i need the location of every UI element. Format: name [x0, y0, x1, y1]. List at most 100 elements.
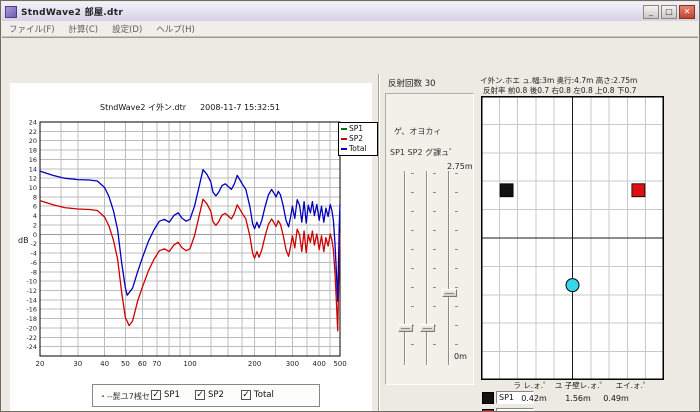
panel-divider [378, 74, 380, 411]
svg-text:-2: -2 [31, 240, 37, 248]
frequency-response-chart: 24 22 20 18 16 14 12 10 8 6 4 2 0 -2 -4 -6 -8 -10 -12 -14 -1… [10, 83, 378, 411]
legend-item-total: Total [341, 144, 375, 154]
minimize-button[interactable]: _ [643, 4, 659, 19]
legend-label: Total [349, 144, 367, 153]
checkbox-label: SP2 [208, 390, 224, 400]
room-dimensions-label: イ外ン.ホエ ュ.幅:3m 奥行:4.7m 高さ:2.75m [480, 76, 638, 85]
svg-text:12: 12 [29, 175, 37, 183]
svg-text:100: 100 [183, 360, 196, 368]
svg-text:30: 30 [73, 360, 82, 368]
svg-text:4: 4 [33, 212, 37, 220]
svg-text:200: 200 [248, 360, 261, 368]
checkbox-label: SP1 [164, 390, 180, 400]
svg-text:-16: -16 [26, 306, 37, 314]
legend-dash-icon [341, 138, 347, 140]
svg-text:6: 6 [33, 203, 37, 211]
svg-text:-4: -4 [31, 250, 37, 258]
checkbox-checked-icon[interactable]: ✓ [241, 390, 251, 400]
toggle-sp2[interactable]: ✓ SP2 [195, 390, 224, 400]
listener-slider-thumb[interactable] [442, 288, 457, 297]
legend-item-sp2: SP2 [341, 134, 375, 144]
sp2-slider-thumb[interactable] [420, 323, 435, 332]
menu-item-settings[interactable]: 設定(D) [112, 24, 143, 35]
menu-bar: ファイル(F) 計算(C) 設定(D) ヘルプ(H) [2, 21, 698, 37]
sp1-height-value: 0.49m [603, 394, 629, 403]
sp1-name-field[interactable]: SP1 [496, 391, 534, 404]
svg-text:20: 20 [29, 137, 37, 145]
svg-text:18: 18 [29, 147, 37, 155]
svg-text:StndWave2 イ外ン.dtr: StndWave2 イ外ン.dtr [100, 102, 187, 112]
svg-text:500: 500 [333, 360, 346, 368]
checkbox-checked-icon[interactable]: ✓ [151, 390, 161, 400]
toggle-group-label: ・--髭ユ7桟セ [99, 392, 150, 401]
slider-ticks [411, 173, 414, 363]
legend-dash-icon [341, 148, 347, 150]
svg-text:8: 8 [33, 193, 37, 201]
chart-canvas: 242220181614121086420-2-4-6-8-10-12-14-1… [18, 102, 347, 368]
menu-item-file[interactable]: ファイル(F) [9, 24, 55, 35]
listener-height-slider[interactable] [448, 171, 450, 365]
sp1-front-value: 1.56m [565, 394, 591, 403]
slider-hint-1: ゲ、オヨカィ [394, 127, 442, 136]
sp1-height-slider[interactable] [404, 171, 406, 365]
checkbox-checked-icon[interactable]: ✓ [195, 390, 205, 400]
svg-text:-22: -22 [26, 334, 37, 342]
svg-text:24: 24 [29, 119, 37, 127]
svg-text:400: 400 [313, 360, 326, 368]
svg-text:-12: -12 [26, 287, 37, 295]
reflection-count-label: 反射回数 30 [388, 79, 436, 89]
listener-marker[interactable] [565, 278, 580, 293]
svg-text:20: 20 [36, 360, 45, 368]
scale-min-label: 0m [454, 352, 467, 361]
curve-toggle-groupbox: ・--髭ユ7桟セ ✓ SP1 ✓ SP2 ✓ Total [92, 384, 320, 407]
maximize-button[interactable]: □ [661, 4, 677, 19]
sp2-marker[interactable] [631, 183, 646, 198]
toggle-total[interactable]: ✓ Total [241, 390, 274, 400]
svg-text:-6: -6 [31, 259, 37, 267]
sp1-left-value: 0.42m [521, 394, 547, 403]
chart-legend: SP1 SP2 Total [338, 122, 378, 156]
scale-max-label: 2.75m [447, 162, 473, 171]
legend-label: SP1 [349, 124, 364, 133]
title-bar: StndWave2 部屋.dtr _ □ ✕ [2, 2, 698, 21]
svg-text:10: 10 [29, 184, 37, 192]
sp1-marker[interactable] [499, 183, 514, 198]
svg-text:dB: dB [18, 236, 29, 245]
svg-text:22: 22 [29, 128, 37, 136]
sp2-height-slider[interactable] [426, 171, 428, 365]
checkbox-label: Total [254, 390, 274, 400]
sp1-swatch [482, 392, 494, 404]
svg-text:40: 40 [100, 360, 109, 368]
table-header-front-wall: ユ 子壁レ.ォ.゜ [554, 381, 608, 390]
svg-text:2008-11-7 15:32:51: 2008-11-7 15:32:51 [200, 103, 280, 112]
svg-text:-18: -18 [26, 315, 37, 323]
svg-text:-14: -14 [26, 296, 37, 304]
height-slider-groupbox: ゲ、オヨカィ SP1 SP2 グ課ュ゛ 2.75m 0m [385, 93, 474, 385]
svg-text:2: 2 [33, 221, 37, 229]
window-title: StndWave2 部屋.dtr [21, 8, 124, 18]
slider-hint-2: SP1 SP2 グ課ュ゛ [390, 148, 458, 157]
svg-text:70: 70 [152, 360, 161, 368]
svg-text:50: 50 [121, 360, 130, 368]
menu-item-help[interactable]: ヘルプ(H) [156, 24, 195, 35]
sp2-swatch [482, 409, 494, 411]
svg-text:16: 16 [29, 156, 37, 164]
room-reflectivity-label: 反射率 前0.8 後0.7 右0.8 左0.8 上0.8 下0.7 [483, 86, 637, 95]
sp2-name-field[interactable]: SP2 [496, 408, 534, 411]
room-layout-canvas[interactable] [481, 96, 665, 381]
sp1-slider-thumb[interactable] [398, 323, 413, 332]
svg-text:0: 0 [33, 231, 37, 239]
curve-sp2 [39, 198, 341, 332]
legend-label: SP2 [349, 134, 364, 143]
close-button[interactable]: ✕ [679, 4, 695, 19]
table-header-left-wall: ラ レ.ォ.゜ [513, 381, 551, 390]
svg-text:14: 14 [29, 165, 37, 173]
legend-dash-icon [341, 128, 347, 130]
svg-text:-24: -24 [26, 343, 37, 351]
app-icon [5, 5, 17, 18]
toggle-sp1[interactable]: ✓ SP1 [151, 390, 180, 400]
slider-ticks [433, 173, 436, 363]
curve-total [39, 169, 341, 302]
menu-item-calc[interactable]: 計算(C) [68, 24, 99, 35]
